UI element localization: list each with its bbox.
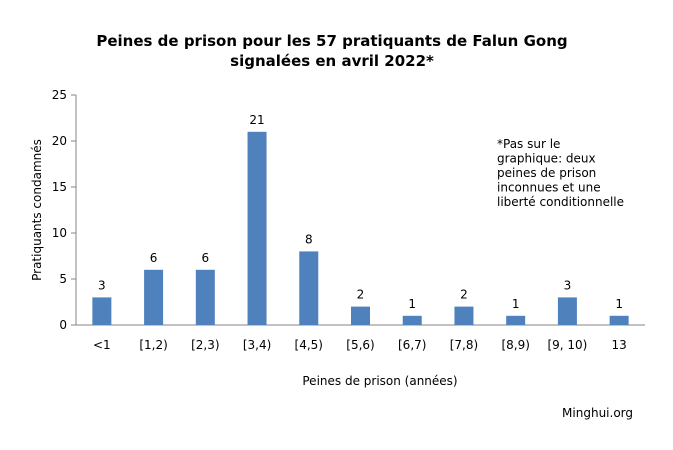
data-label: 1 <box>615 297 623 311</box>
x-tick-label: [7,8) <box>450 338 478 352</box>
annotation-line: peines de prison <box>497 166 596 180</box>
y-tick-label: 15 <box>52 180 67 194</box>
data-label: 6 <box>201 251 209 265</box>
x-tick-label: [8,9) <box>501 338 529 352</box>
data-label: 8 <box>305 232 313 246</box>
y-tick-label: 20 <box>52 134 67 148</box>
x-tick-label: 13 <box>611 338 626 352</box>
x-tick-label: [6,7) <box>398 338 426 352</box>
bar <box>454 306 474 325</box>
y-tick-label: 25 <box>52 88 67 102</box>
plot-area: 05101520253<16[1,2)6[2,3)21[3,4)8[4,5)2[… <box>52 88 645 352</box>
data-label: 2 <box>357 288 365 302</box>
bar <box>144 269 164 325</box>
data-label: 21 <box>249 113 264 127</box>
annotation-line: graphique: deux <box>497 152 596 166</box>
y-tick-label: 0 <box>59 318 67 332</box>
data-label: 3 <box>98 278 106 292</box>
data-label: 2 <box>460 288 468 302</box>
data-label: 1 <box>512 297 520 311</box>
data-label: 1 <box>408 297 416 311</box>
bar <box>402 315 422 325</box>
x-tick-label: [9, 10) <box>547 338 587 352</box>
y-tick-label: 10 <box>52 226 67 240</box>
bar <box>195 269 215 325</box>
bar <box>351 306 370 325</box>
annotation-line: *Pas sur le <box>497 137 560 151</box>
annotation-line: liberté conditionnelle <box>497 195 624 209</box>
chart-title-line-2: signalées en avril 2022* <box>230 52 434 70</box>
x-tick-label: [4,5) <box>295 338 323 352</box>
bar <box>247 131 267 325</box>
bar <box>609 315 629 325</box>
chart-title-line-1: Peines de prison pour les 57 pratiquants… <box>96 32 567 50</box>
x-tick-label: [5,6) <box>346 338 374 352</box>
bar <box>557 297 577 325</box>
x-tick-label: [1,2) <box>139 338 167 352</box>
x-tick-label: <1 <box>93 338 111 352</box>
x-tick-label: [3,4) <box>243 338 271 352</box>
y-axis-label: Pratiquants condamnés <box>30 139 44 281</box>
source-label: Minghui.org <box>562 406 633 420</box>
x-axis-label: Peines de prison (années) <box>302 374 457 388</box>
bar <box>506 315 526 325</box>
data-label: 6 <box>150 251 158 265</box>
bar <box>92 297 112 325</box>
annotation-line: inconnues et une <box>497 181 601 195</box>
x-tick-label: [2,3) <box>191 338 219 352</box>
bar <box>299 251 319 325</box>
data-label: 3 <box>564 278 572 292</box>
y-tick-label: 5 <box>59 272 67 286</box>
